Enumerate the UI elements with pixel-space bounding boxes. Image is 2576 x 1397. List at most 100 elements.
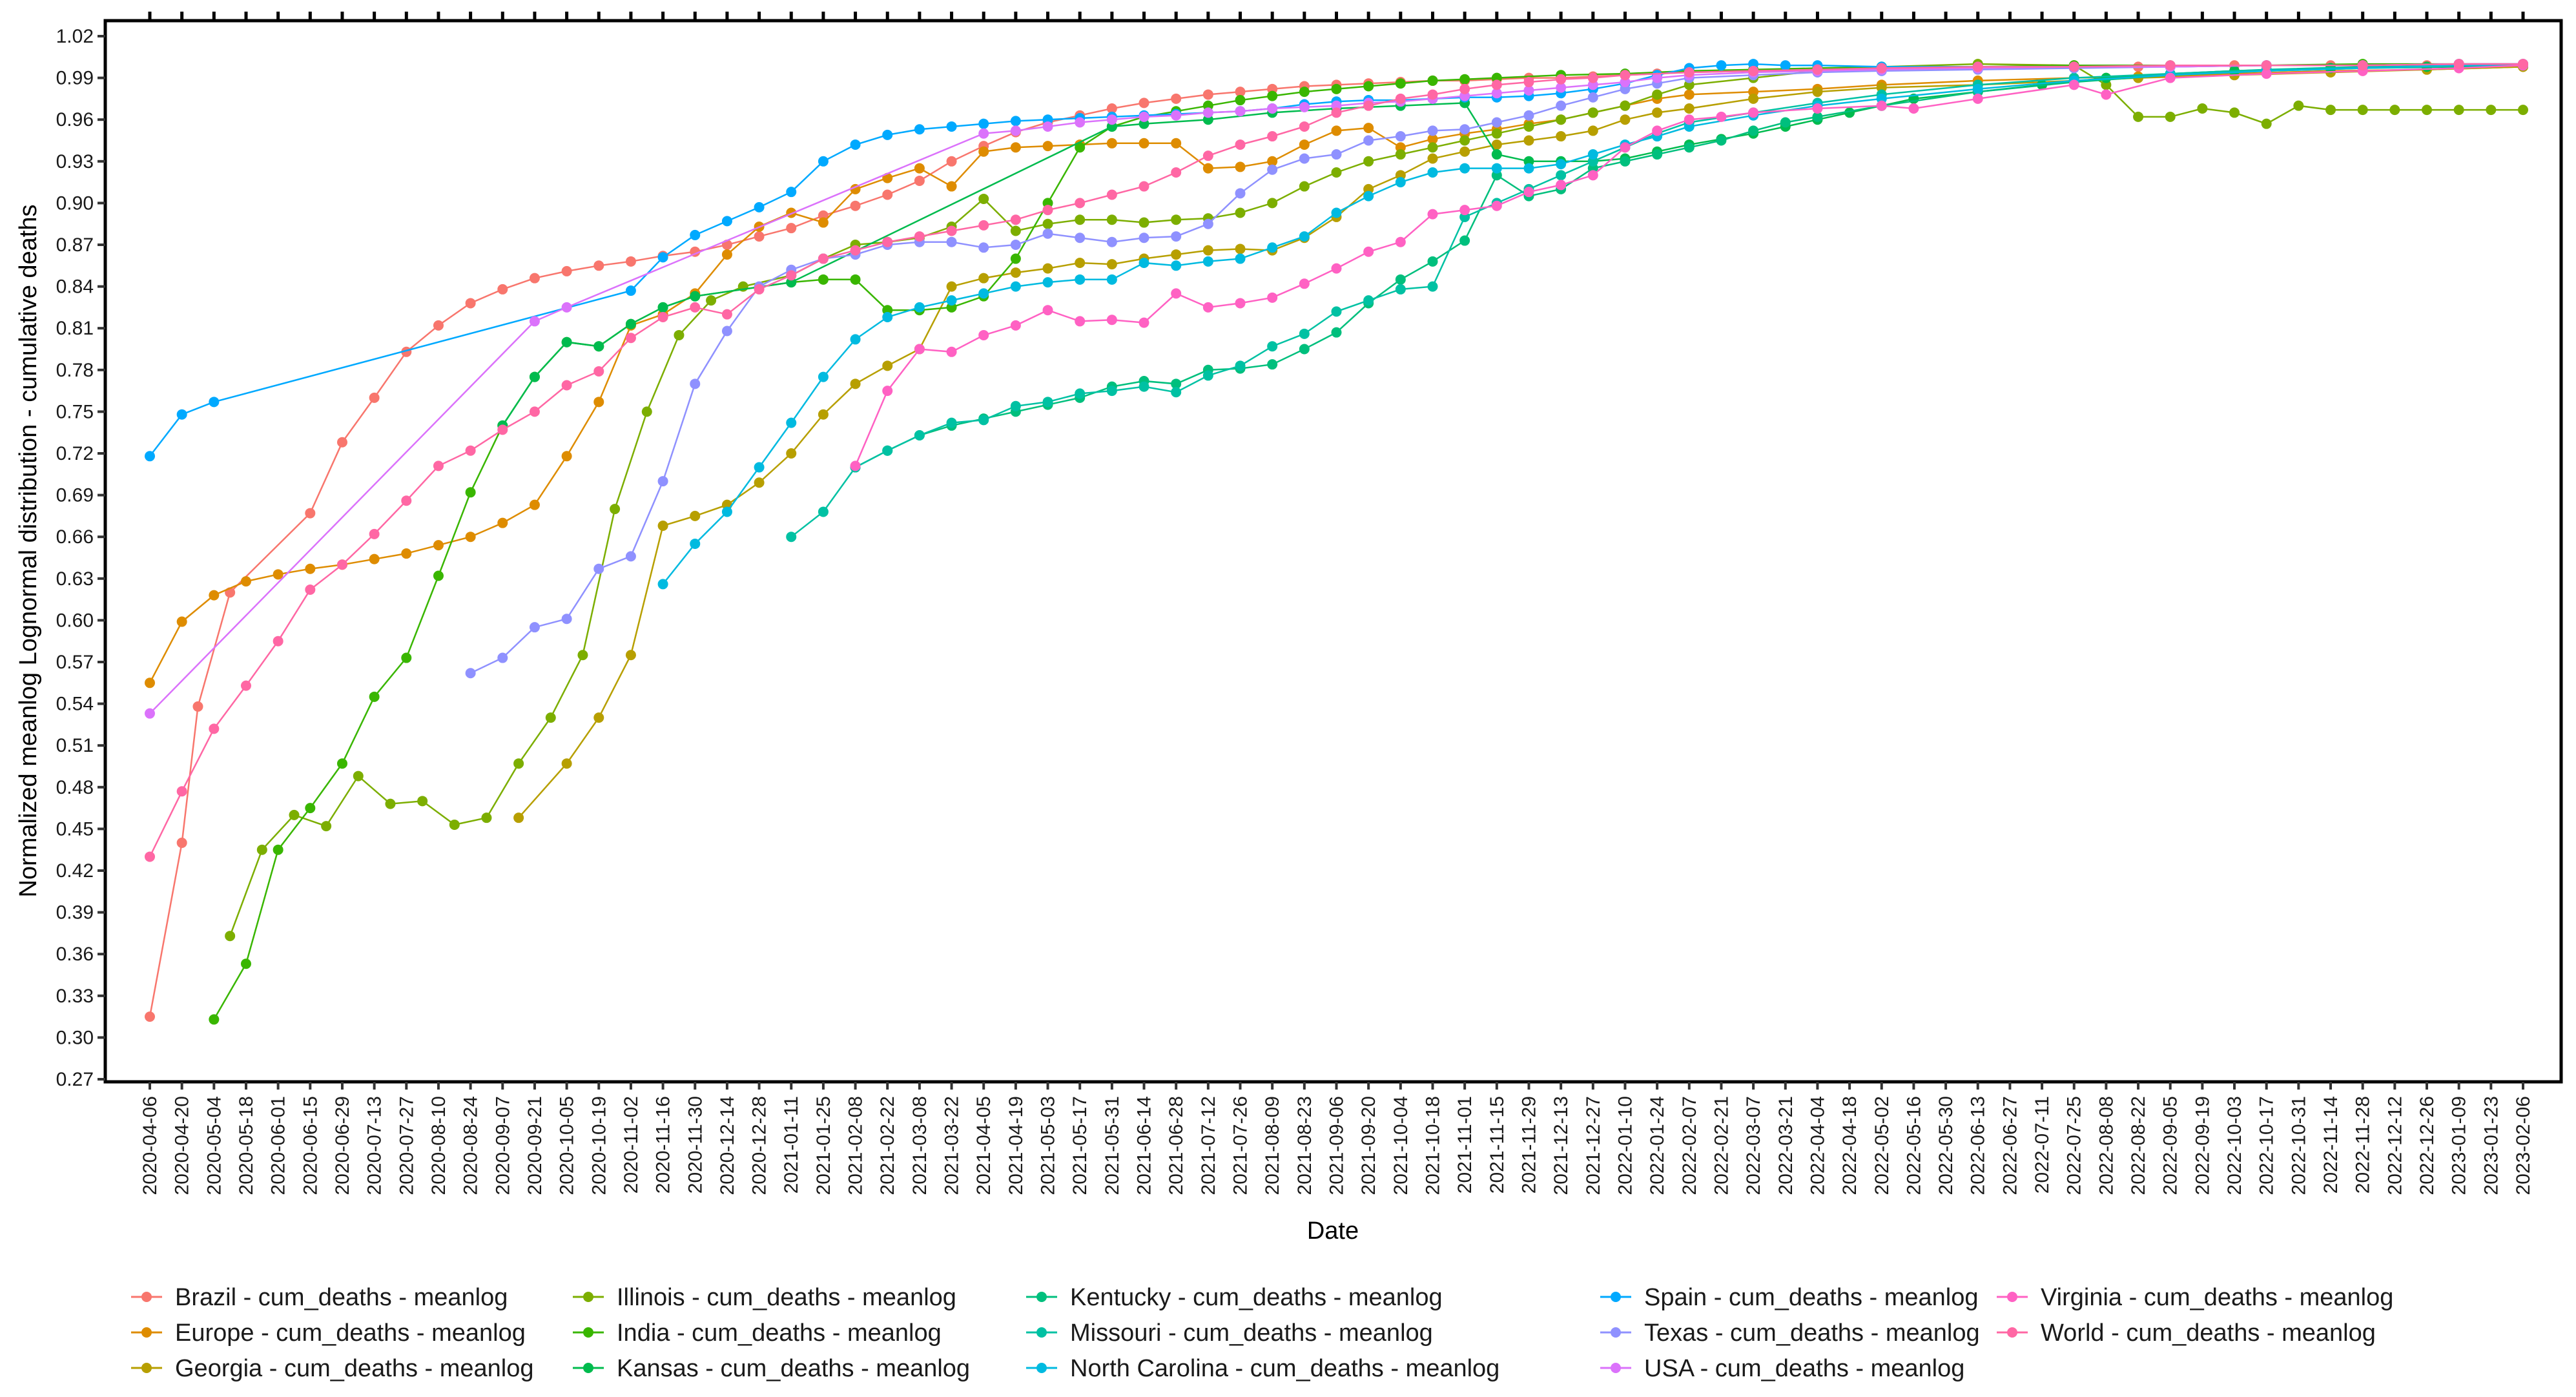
x-tick-label: 2022-01-10 [1614, 1096, 1636, 1195]
data-point [625, 650, 636, 661]
data-point [1267, 103, 1278, 114]
data-point [1427, 134, 1438, 145]
data-point [2486, 105, 2497, 116]
data-point [2518, 59, 2528, 70]
data-point [1556, 114, 1567, 125]
x-tick-label: 2022-07-11 [2032, 1096, 2053, 1194]
data-point [914, 124, 925, 135]
data-point [1202, 256, 1213, 267]
series-line [149, 63, 2523, 858]
data-point [1331, 263, 1342, 274]
data-point [1427, 167, 1438, 178]
data-point [145, 1011, 155, 1022]
data-point [1587, 170, 1598, 181]
data-point [674, 329, 685, 340]
legend-item: Illinois - cum_deaths - meanlog [573, 1284, 956, 1311]
data-point [465, 298, 476, 309]
data-point [1395, 78, 1406, 89]
x-tick-label: 2022-01-24 [1647, 1096, 1668, 1195]
data-point [1716, 111, 1727, 122]
data-point [1812, 103, 1823, 114]
data-point [1331, 327, 1342, 338]
data-point [1139, 257, 1149, 268]
data-point [946, 225, 957, 236]
data-point [882, 445, 893, 456]
data-point [1748, 93, 1759, 104]
data-point [946, 346, 957, 357]
legend-key-dot [1611, 1327, 1621, 1338]
data-point [529, 406, 540, 417]
data-point [369, 528, 380, 539]
data-point [240, 576, 251, 587]
axes: 0.27 0.30 0.33 0.36 0.39 0.42 0.45 0.48 0.51 0.54… [56, 12, 2534, 1195]
data-point [497, 517, 508, 528]
data-point [209, 590, 220, 601]
x-tick-label: 2022-11-28 [2353, 1096, 2374, 1194]
legend-label: Illinois - cum_deaths - meanlog [617, 1284, 956, 1311]
data-point [529, 273, 540, 284]
x-tick-label: 2020-11-02 [621, 1096, 642, 1194]
data-point [289, 809, 300, 820]
y-tick-label: 1.02 [56, 26, 94, 47]
data-point [305, 563, 316, 574]
data-point [1523, 110, 1534, 121]
data-point [497, 652, 508, 663]
x-tick-label: 2022-12-26 [2416, 1096, 2438, 1195]
data-point [1042, 141, 1053, 152]
data-point [561, 380, 572, 391]
legend-item: Kentucky - cum_deaths - meanlog [1026, 1284, 1443, 1311]
data-point [561, 451, 572, 462]
data-point [1748, 125, 1759, 136]
data-point [593, 260, 604, 271]
data-point [1075, 142, 1086, 153]
legend-item: Brazil - cum_deaths - meanlog [131, 1284, 508, 1311]
x-tick-label: 2021-10-18 [1422, 1096, 1443, 1195]
data-point [1042, 121, 1053, 132]
data-point [978, 329, 989, 340]
data-point [1491, 149, 1502, 160]
x-tick-label: 2021-02-08 [845, 1096, 867, 1195]
data-point [1075, 117, 1086, 128]
data-point [336, 437, 347, 448]
data-point [1171, 288, 1182, 299]
data-point [625, 551, 636, 562]
legend-key-dot [2007, 1327, 2017, 1338]
data-point [1972, 83, 1983, 94]
data-point [657, 520, 668, 531]
data-point [1171, 214, 1182, 225]
legend-item: Missouri - cum_deaths - meanlog [1026, 1319, 1433, 1347]
data-point [786, 187, 797, 198]
data-point [690, 229, 701, 240]
data-point [1010, 320, 1021, 331]
data-point [946, 236, 957, 247]
data-point [145, 451, 155, 462]
data-point [1684, 142, 1695, 153]
data-point [1427, 89, 1438, 100]
legend-label: Missouri - cum_deaths - meanlog [1070, 1319, 1433, 1347]
data-point [1299, 278, 1310, 289]
data-point [2165, 111, 2176, 122]
data-point [1587, 149, 1598, 160]
legend-item: Spain - cum_deaths - meanlog [1600, 1284, 1979, 1311]
y-tick-label: 0.66 [56, 526, 94, 548]
data-point [1748, 65, 1759, 76]
data-point [1267, 242, 1278, 253]
y-tick-label: 0.81 [56, 318, 94, 339]
data-point [401, 495, 412, 506]
data-point [305, 508, 316, 519]
data-point [513, 758, 524, 769]
data-point [1042, 397, 1053, 408]
x-tick-label: 2022-04-18 [1839, 1096, 1860, 1195]
legend-item: Texas - cum_deaths - meanlog [1600, 1319, 1980, 1347]
data-point [1299, 153, 1310, 164]
data-point [176, 616, 187, 627]
data-point [1267, 359, 1278, 370]
data-point [1620, 156, 1631, 167]
data-point [1556, 74, 1567, 85]
data-point [593, 397, 604, 408]
data-point [1684, 89, 1695, 100]
data-point [1491, 79, 1502, 90]
x-tick-label: 2020-05-04 [203, 1096, 225, 1195]
data-point [946, 156, 957, 167]
data-point [882, 360, 893, 371]
